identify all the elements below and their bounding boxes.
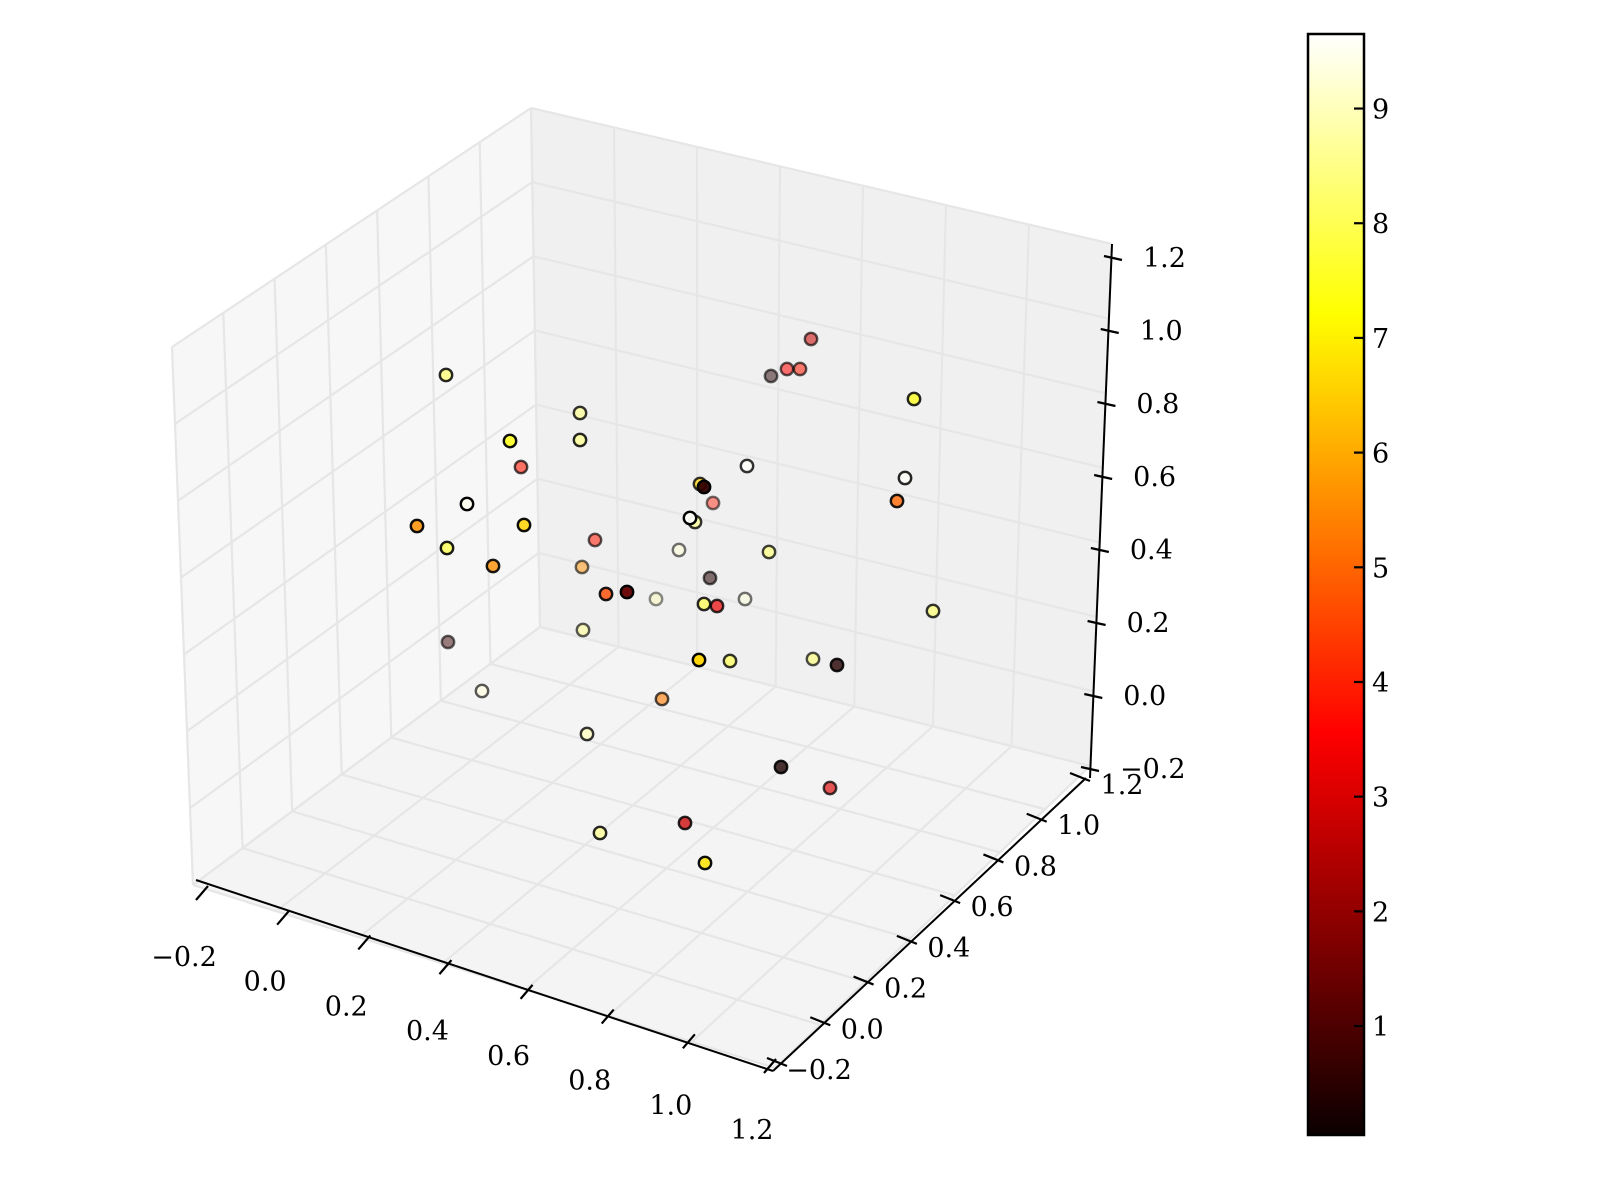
scatter-point	[442, 636, 454, 648]
scatter-point	[656, 693, 668, 705]
scatter-point	[621, 586, 633, 598]
colorbar-tick-label: 4	[1372, 668, 1389, 699]
scatter-point	[440, 369, 452, 381]
y-tick-label: 0.6	[971, 892, 1014, 923]
scatter-point	[891, 495, 903, 507]
scatter-point	[574, 434, 586, 446]
x-tick-label: 0.4	[406, 1016, 449, 1047]
scatter-point	[775, 761, 787, 773]
scatter-point	[707, 497, 719, 509]
scatter-point	[589, 534, 601, 546]
colorbar-tick-label: 6	[1372, 439, 1389, 470]
z-tick-label: 0.8	[1136, 389, 1179, 420]
x-tick-label: 0.8	[568, 1066, 611, 1097]
scatter-point	[476, 685, 488, 697]
y-tick-label: 0.8	[1014, 851, 1057, 882]
scatter-point	[679, 817, 691, 829]
z-tick-label: 1.0	[1140, 316, 1183, 347]
scatter-point	[577, 624, 589, 636]
x-tick-label: 0.6	[487, 1041, 530, 1072]
scatter-point	[781, 363, 793, 375]
x-tick-label: 1.0	[649, 1090, 692, 1121]
y-tick-label: −0.2	[786, 1055, 852, 1086]
colorbar-gradient	[1308, 34, 1364, 1135]
scatter-point	[581, 728, 593, 740]
scatter-point	[487, 560, 499, 572]
z-tick-label: 0.2	[1127, 608, 1170, 639]
scatter-point	[908, 393, 920, 405]
scatter-point	[684, 512, 696, 524]
scatter-point	[411, 520, 423, 532]
scatter-point	[763, 546, 775, 558]
scatter-point	[574, 407, 586, 419]
colorbar-tick-label: 2	[1372, 897, 1389, 928]
colorbar-tick-label: 7	[1372, 324, 1389, 355]
colorbar-tick-label: 9	[1372, 95, 1389, 126]
scatter-point	[673, 544, 685, 556]
scatter-point	[600, 588, 612, 600]
x-tick-label: −0.2	[151, 942, 217, 973]
scatter-point	[704, 572, 716, 584]
z-tick-label: 0.6	[1133, 462, 1176, 493]
scatter-point	[698, 598, 710, 610]
scatter-point	[699, 857, 711, 869]
y-tick-label: 1.0	[1057, 811, 1100, 842]
scatter-point	[724, 655, 736, 667]
scatter-point	[698, 481, 710, 493]
scatter-point	[693, 654, 705, 666]
colorbar: 1 2 3 4 5 6 7 8 9	[1308, 34, 1389, 1135]
scatter-point	[711, 600, 723, 612]
z-tick-label: 0.4	[1130, 535, 1173, 566]
z-tick-label: 0.0	[1123, 681, 1166, 712]
scatter-point	[899, 472, 911, 484]
scatter-point	[794, 363, 806, 375]
scatter-point	[518, 519, 530, 531]
scatter-point	[515, 461, 527, 473]
colorbar-tick-label: 3	[1372, 783, 1389, 814]
scatter-point	[441, 542, 453, 554]
z-tick-label: 1.2	[1143, 243, 1186, 274]
scatter-point	[831, 659, 843, 671]
scatter-point	[576, 561, 588, 573]
y-tick-label: 0.4	[927, 933, 970, 964]
scatter-point	[807, 653, 819, 665]
y-tick-label: 0.2	[884, 974, 927, 1005]
colorbar-tick-label: 8	[1372, 209, 1389, 240]
scatter-point	[765, 370, 777, 382]
x-tick-label: 0.0	[244, 967, 287, 998]
scatter-point	[594, 827, 606, 839]
z-tick-label: −0.2	[1120, 754, 1186, 785]
colorbar-tick-label: 1	[1372, 1012, 1389, 1043]
scatter-point	[650, 593, 662, 605]
scatter-point	[927, 605, 939, 617]
scatter-point	[739, 593, 751, 605]
scatter-point	[741, 460, 753, 472]
scatter-point	[805, 333, 817, 345]
colorbar-tick-label: 5	[1372, 553, 1389, 584]
scatter-point	[504, 435, 516, 447]
scatter-point	[461, 498, 473, 510]
x-tick-label: 1.2	[731, 1115, 774, 1146]
x-tick-label: 0.2	[325, 991, 368, 1022]
scatter-point	[824, 782, 836, 794]
y-tick-label: 0.0	[841, 1014, 884, 1045]
